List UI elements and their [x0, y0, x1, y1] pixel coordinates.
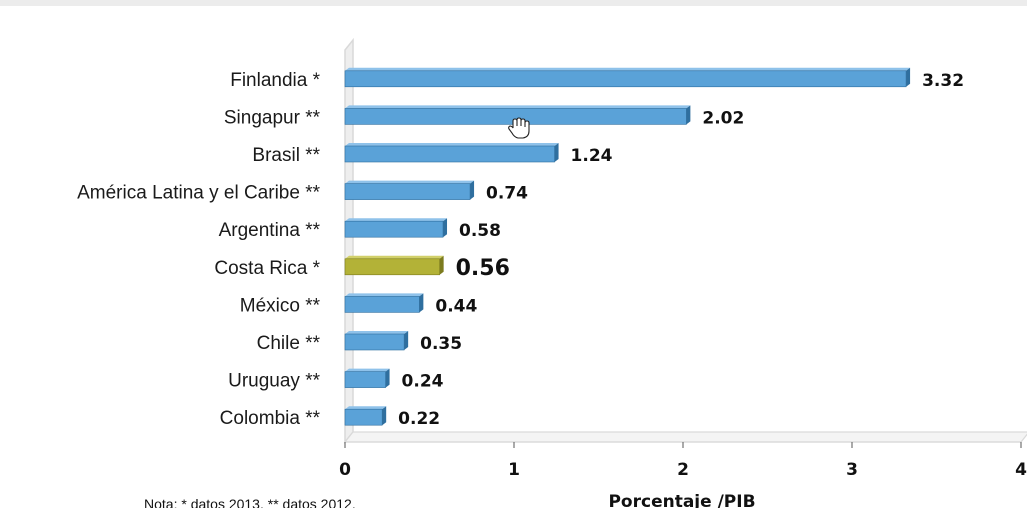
- category-label: Brasil **: [252, 145, 320, 166]
- value-label: 0.74: [486, 184, 528, 204]
- bar-end: [404, 331, 409, 350]
- bar-end: [554, 143, 559, 162]
- bar: [344, 368, 390, 388]
- bar-top: [345, 105, 691, 109]
- category-label: Costa Rica *: [214, 258, 320, 279]
- floor: [343, 431, 1027, 443]
- category-label: Singapur **: [224, 107, 321, 128]
- bar-top: [345, 255, 444, 259]
- bar-front: [344, 371, 386, 388]
- bar-top: [345, 67, 911, 71]
- category-labels: Finlandia * Singapur ** Brasil ** América L…: [77, 70, 320, 429]
- x-tick-label: 2: [677, 460, 689, 480]
- bar: [344, 67, 911, 88]
- bar-top: [345, 180, 475, 184]
- x-axis: 0 1 2 3 4: [339, 441, 1027, 480]
- bar-front: [344, 220, 444, 238]
- value-label: 2.02: [702, 108, 744, 128]
- value-label: 0.24: [402, 372, 444, 392]
- bar: [344, 255, 444, 276]
- bar-front: [344, 408, 383, 426]
- bar-front: [344, 296, 420, 313]
- value-label: 3.32: [922, 71, 964, 91]
- bar-end: [419, 293, 424, 313]
- bar-end: [439, 255, 444, 275]
- bar-end: [470, 180, 475, 200]
- value-label: 0.35: [420, 334, 462, 354]
- x-axis-title: Porcentaje /PIB: [608, 492, 755, 508]
- category-label: Uruguay **: [228, 371, 320, 392]
- category-label: México **: [240, 295, 321, 316]
- value-label: 0.58: [459, 221, 501, 241]
- bars-group: [344, 67, 911, 426]
- bar-top: [345, 218, 448, 222]
- bar-end: [382, 406, 387, 426]
- category-label: Colombia **: [220, 408, 321, 429]
- bar-front: [344, 333, 405, 351]
- x-tick-label: 3: [846, 460, 858, 480]
- bar-top: [345, 406, 387, 410]
- value-label: 0.22: [398, 409, 440, 429]
- bar-front: [344, 183, 471, 200]
- bar-top: [345, 368, 390, 372]
- bar-end: [906, 67, 911, 87]
- bar: [344, 180, 475, 200]
- hand-cursor-icon: [508, 117, 530, 139]
- footnote: Nota: * datos 2013. ** datos 2012.: [144, 496, 356, 508]
- bar-front: [344, 70, 907, 88]
- value-labels: 3.32 2.02 1.24 0.74 0.58 0.56 0.44 0.35 0.24 0.22: [398, 71, 964, 429]
- bar: [344, 331, 409, 351]
- value-label: 1.24: [571, 146, 613, 166]
- bar: [344, 143, 559, 163]
- bar-end: [385, 368, 390, 388]
- bar: [344, 218, 448, 238]
- category-label: América Latina y el Caribe **: [77, 183, 320, 204]
- bar-chart: Finlandia * Singapur ** Brasil ** América L…: [77, 37, 1027, 508]
- bar: [344, 406, 387, 426]
- bar-front: [344, 258, 440, 276]
- x-tick-label: 1: [508, 460, 520, 480]
- bar-front: [344, 145, 555, 163]
- bar-top: [345, 331, 409, 334]
- value-label: 0.44: [435, 296, 477, 316]
- category-label: Finlandia *: [230, 70, 320, 91]
- value-label: 0.56: [456, 256, 510, 281]
- category-label: Argentina **: [219, 220, 321, 241]
- chart-walls: [343, 37, 1027, 445]
- bar-end: [443, 218, 448, 238]
- x-tick-label: 4: [1015, 460, 1027, 480]
- bar-top: [345, 293, 424, 297]
- bar-top: [345, 143, 559, 146]
- bar: [344, 293, 424, 313]
- bar-end: [686, 105, 691, 125]
- x-tick-label: 0: [339, 460, 351, 480]
- category-label: Chile **: [257, 333, 321, 354]
